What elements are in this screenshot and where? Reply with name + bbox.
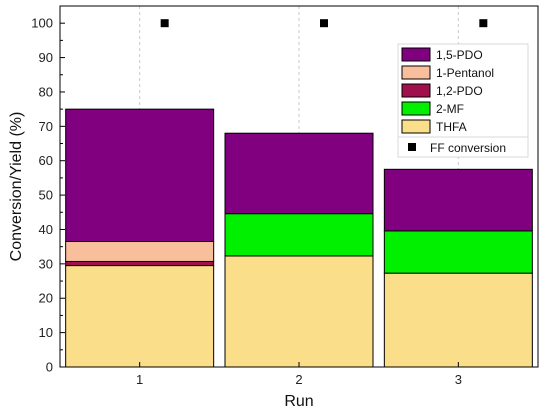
legend-scatter: FF conversion [397,136,529,158]
x-axis: 1 2 3 [136,362,462,387]
legend-swatch [401,119,431,134]
y-tick-label: 20 [39,291,53,306]
legend-box [397,136,529,158]
legend-label: 1,2-PDO [436,84,483,98]
ff-conversion-markers [160,19,488,28]
legend-marker [408,143,416,151]
bar-segment-1-5-pdo-run-2 [224,132,374,215]
legend-bars: 1,5-PDO 1-Pentanol 1,2-PDO 2-MF THFA [397,43,529,139]
y-tick-label: 70 [39,119,53,134]
ff-conversion-point-run-3 [479,19,488,28]
y-tick-label: 50 [39,188,53,203]
legend-swatch [401,65,431,80]
x-axis-label: Run [284,393,313,410]
y-tick-label: 80 [39,84,53,99]
legend-swatch [401,101,431,116]
x-tick-label: 3 [455,372,462,387]
y-tick-label: 100 [31,16,53,31]
y-tick-label: 30 [39,256,53,271]
legend-label: 1-Pentanol [436,66,494,80]
legend-label: 2-MF [436,102,464,116]
bar-segment-thfa-run-1 [65,265,215,368]
ff-conversion-point-run-2 [320,19,328,28]
x-tick-label: 1 [136,372,143,387]
y-tick-label: 0 [46,360,53,375]
legend-label: 1,5-PDO [436,48,483,62]
legend-label: THFA [436,120,467,134]
x-tick-label: 2 [295,372,302,387]
bar-segment-thfa-run-2 [224,255,374,368]
legend-swatch [401,47,431,62]
y-tick-label: 40 [39,222,53,237]
y-tick-label: 10 [39,325,53,340]
bar-segment-thfa-run-3 [383,272,533,368]
ff-conversion-point-run-1 [160,19,169,28]
legend-swatch [401,83,431,98]
bar-segment-1-2-pdo-run-1 [65,260,215,267]
y-tick-label: 60 [39,153,53,168]
bar-stacks [65,108,533,368]
y-tick-label: 90 [39,50,53,65]
y-axis: 0 10 20 30 40 50 60 70 80 90 100 [31,16,65,375]
bar-segment-1-pentanol-run-1 [65,241,215,262]
bar-segment-2-mf-run-2 [224,213,374,257]
bar-segment-2-mf-run-3 [383,230,533,274]
bar-segment-1-5-pdo-run-3 [383,168,533,232]
legend-label: FF conversion [430,141,506,155]
bar-segment-1-5-pdo-run-1 [65,108,215,243]
y-axis-label: Conversion/Yield (%) [8,112,25,262]
